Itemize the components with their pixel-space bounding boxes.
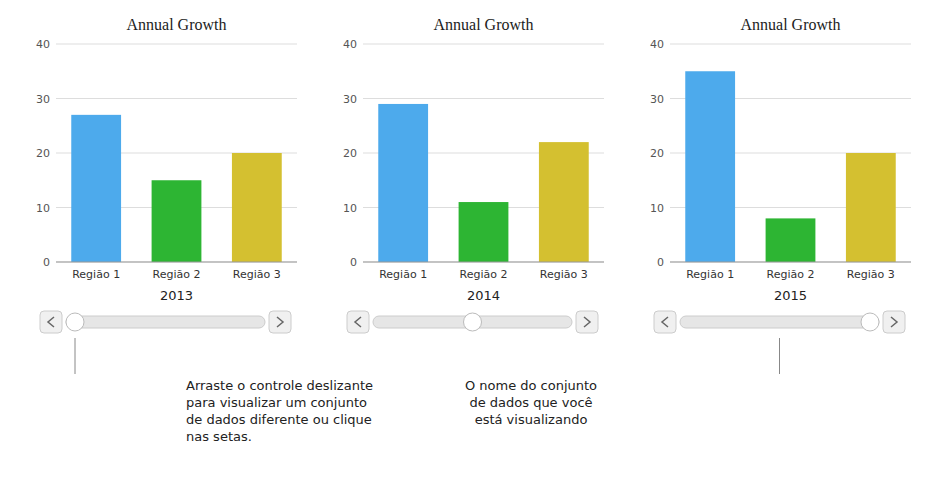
annotation-line: de dados diferente ou clique	[186, 412, 372, 427]
bar	[152, 180, 202, 262]
annotation: Arraste o controle deslizante para visual…	[186, 378, 373, 444]
dataset-name: 2014	[467, 288, 500, 303]
y-tick-label: 30	[343, 93, 357, 106]
x-tick-label: Região 2	[460, 268, 508, 281]
grid-line	[56, 262, 297, 263]
x-tick-label: Região 2	[767, 268, 815, 281]
y-tick-label: 10	[650, 202, 664, 215]
bars	[685, 71, 895, 262]
x-tick-label: Região 1	[72, 268, 120, 281]
slider	[654, 311, 905, 333]
x-tick-label: Região 1	[686, 268, 734, 281]
chart-panel: Annual Growth 0 10 20 30 40 Região 1 Região 2 Re…	[650, 16, 911, 303]
y-tick-label: 40	[650, 38, 664, 51]
figure: Annual Growth 0 10 20 30 40 Região 1 Região 2 Re…	[0, 0, 931, 492]
x-tick-label: Região 3	[540, 268, 588, 281]
annotation-line: de dados que você	[469, 395, 592, 410]
slider	[40, 311, 291, 333]
grid-line	[56, 98, 297, 99]
annotation-line: O nome do conjunto	[465, 378, 597, 393]
annotation-line: Arraste o controle deslizante	[186, 378, 373, 393]
grid-line	[670, 262, 911, 263]
baseline	[56, 262, 297, 263]
bar	[232, 153, 282, 262]
arrow-left	[48, 317, 54, 327]
x-tick-label: Região 3	[233, 268, 281, 281]
annotation-connector	[779, 338, 780, 374]
slider-prev-button[interactable]	[40, 311, 62, 333]
slider-next-button[interactable]	[883, 311, 905, 333]
x-tick-label: Região 2	[153, 268, 201, 281]
chart-title: Annual Growth	[434, 16, 534, 33]
slider-next-button[interactable]	[269, 311, 291, 333]
bar	[685, 71, 735, 262]
dataset-name: 2013	[160, 288, 193, 303]
slider	[347, 311, 598, 333]
y-tick-label: 20	[36, 147, 50, 160]
y-tick-label: 40	[36, 38, 50, 51]
grid-line	[363, 98, 604, 99]
y-tick-label: 40	[343, 38, 357, 51]
slider-thumb[interactable]	[66, 313, 84, 331]
slider-thumb[interactable]	[861, 313, 879, 331]
y-tick-label: 20	[343, 147, 357, 160]
bar	[71, 115, 121, 262]
arrow-left	[662, 317, 668, 327]
grid-line	[363, 44, 604, 45]
slider-track	[680, 316, 879, 328]
bar	[459, 202, 509, 262]
annotation: O nome do conjunto de dados que você está …	[465, 378, 597, 427]
y-tick-label: 10	[343, 202, 357, 215]
annotation-line: está visualizando	[475, 412, 588, 427]
annotation-connector	[75, 338, 76, 374]
y-tick-label: 30	[650, 93, 664, 106]
grid-line	[670, 44, 911, 45]
chart-panel: Annual Growth 0 10 20 30 40 Região 1 Região 2 Re…	[343, 16, 604, 303]
y-tick-label: 30	[36, 93, 50, 106]
annotation-line: para visualizar um conjunto	[186, 395, 367, 410]
x-tick-label: Região 1	[379, 268, 427, 281]
x-tick-label: Região 3	[847, 268, 895, 281]
slider-prev-button[interactable]	[347, 311, 369, 333]
bar	[766, 218, 816, 262]
y-tick-label: 20	[650, 147, 664, 160]
slider-track	[66, 316, 265, 328]
baseline	[363, 262, 604, 263]
slider-prev-button[interactable]	[654, 311, 676, 333]
chart-title: Annual Growth	[741, 16, 841, 33]
y-tick-label: 0	[43, 256, 50, 269]
baseline	[670, 262, 911, 263]
dataset-name: 2015	[774, 288, 807, 303]
bar	[539, 142, 589, 262]
annotation-line: nas setas.	[186, 429, 252, 444]
slider-thumb[interactable]	[464, 313, 482, 331]
grid-line	[56, 44, 297, 45]
arrow-right	[277, 317, 283, 327]
y-tick-label: 0	[350, 256, 357, 269]
bar	[378, 104, 428, 262]
chart-panel: Annual Growth 0 10 20 30 40 Região 1 Região 2 Re…	[36, 16, 297, 303]
arrow-right	[891, 317, 897, 327]
y-tick-label: 10	[36, 202, 50, 215]
bars	[71, 115, 281, 262]
bar	[846, 153, 896, 262]
bars	[378, 104, 588, 262]
grid-line	[363, 262, 604, 263]
slider-next-button[interactable]	[576, 311, 598, 333]
chart-title: Annual Growth	[127, 16, 227, 33]
arrow-right	[584, 317, 590, 327]
arrow-left	[355, 317, 361, 327]
y-tick-label: 0	[657, 256, 664, 269]
